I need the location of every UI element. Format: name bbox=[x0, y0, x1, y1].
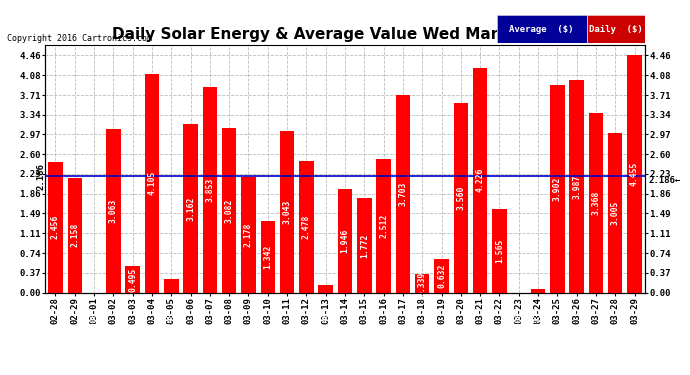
Bar bbox=[280, 130, 295, 292]
Bar bbox=[241, 177, 256, 292]
Text: 0.000: 0.000 bbox=[514, 311, 523, 336]
Text: 3.368: 3.368 bbox=[591, 190, 600, 215]
Text: 3.902: 3.902 bbox=[553, 177, 562, 201]
Text: Copyright 2016 Cartronics.com: Copyright 2016 Cartronics.com bbox=[7, 34, 152, 43]
Bar bbox=[222, 129, 237, 292]
Bar bbox=[531, 289, 545, 292]
Text: 0.632: 0.632 bbox=[437, 264, 446, 288]
Bar bbox=[106, 129, 121, 292]
Text: 3.063: 3.063 bbox=[109, 199, 118, 223]
Text: 3.560: 3.560 bbox=[456, 186, 465, 210]
Bar bbox=[569, 80, 584, 292]
Bar bbox=[357, 198, 371, 292]
Bar bbox=[589, 113, 603, 292]
Bar bbox=[608, 132, 622, 292]
Text: 4.105: 4.105 bbox=[148, 171, 157, 195]
Text: 3.987: 3.987 bbox=[572, 174, 581, 199]
Bar bbox=[550, 85, 564, 292]
Text: 1.565: 1.565 bbox=[495, 238, 504, 263]
Text: Average  ($): Average ($) bbox=[509, 25, 574, 34]
Text: 3.162: 3.162 bbox=[186, 196, 195, 220]
Text: 3.853: 3.853 bbox=[206, 178, 215, 202]
Text: 2.186: 2.186 bbox=[37, 163, 46, 190]
Bar bbox=[145, 74, 159, 292]
Bar bbox=[299, 160, 314, 292]
Text: 2.512: 2.512 bbox=[379, 213, 388, 238]
Text: 0.495: 0.495 bbox=[128, 267, 137, 291]
Text: 2.478: 2.478 bbox=[302, 214, 311, 239]
Text: 2.178: 2.178 bbox=[244, 222, 253, 247]
Bar bbox=[453, 103, 468, 292]
Text: 3.082: 3.082 bbox=[225, 198, 234, 223]
Text: 2.456: 2.456 bbox=[51, 215, 60, 239]
Bar bbox=[184, 124, 198, 292]
Text: Daily  ($): Daily ($) bbox=[589, 25, 642, 34]
Bar bbox=[338, 189, 352, 292]
Text: 0.000: 0.000 bbox=[90, 311, 99, 336]
Bar bbox=[319, 285, 333, 292]
Bar bbox=[376, 159, 391, 292]
Bar bbox=[434, 259, 448, 292]
Text: 0.146: 0.146 bbox=[322, 311, 331, 336]
Title: Daily Solar Energy & Average Value Wed Mar 30 18:44: Daily Solar Energy & Average Value Wed M… bbox=[112, 27, 578, 42]
Text: 2.186←: 2.186← bbox=[648, 176, 680, 185]
Text: 2.158: 2.158 bbox=[70, 223, 79, 247]
Text: 0.073: 0.073 bbox=[533, 311, 542, 336]
Bar bbox=[415, 274, 429, 292]
Text: 3.005: 3.005 bbox=[611, 200, 620, 225]
Bar bbox=[126, 266, 140, 292]
Bar bbox=[627, 56, 642, 292]
Bar bbox=[395, 95, 410, 292]
Text: 1.342: 1.342 bbox=[264, 244, 273, 269]
Bar bbox=[164, 279, 179, 292]
Bar bbox=[48, 162, 63, 292]
Text: 3.703: 3.703 bbox=[398, 182, 407, 206]
Bar bbox=[473, 68, 487, 292]
Text: 3.043: 3.043 bbox=[283, 200, 292, 224]
Bar bbox=[261, 221, 275, 292]
Bar bbox=[492, 209, 506, 292]
Text: 1.946: 1.946 bbox=[340, 228, 350, 253]
Text: 1.772: 1.772 bbox=[359, 233, 368, 258]
Text: 4.226: 4.226 bbox=[475, 168, 484, 192]
Text: 0.245: 0.245 bbox=[167, 311, 176, 336]
Bar bbox=[203, 87, 217, 292]
Text: 4.455: 4.455 bbox=[630, 162, 639, 186]
Text: 0.339: 0.339 bbox=[417, 271, 426, 296]
Bar bbox=[68, 178, 82, 292]
